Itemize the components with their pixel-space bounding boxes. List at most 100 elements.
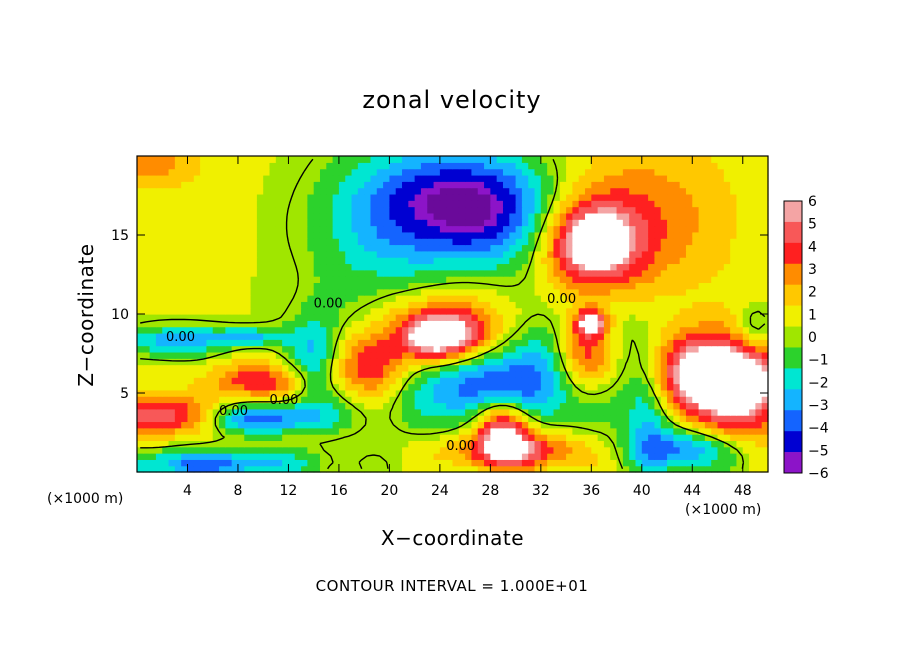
- heat-cell: [667, 339, 674, 347]
- heat-cell: [484, 358, 491, 366]
- heat-cell: [547, 156, 555, 163]
- heat-cell: [307, 320, 315, 328]
- heat-cell: [641, 326, 649, 334]
- heat-cell: [730, 193, 738, 201]
- heat-cell: [685, 187, 693, 195]
- heat-cell: [553, 434, 561, 441]
- heat-cell: [439, 282, 447, 290]
- heat-cell: [502, 453, 510, 460]
- heat-cell: [723, 206, 731, 214]
- heat-cell: [181, 301, 189, 309]
- heat-cell: [193, 415, 201, 423]
- heat-cell: [351, 288, 359, 296]
- heat-cell: [143, 351, 151, 359]
- heat-cell: [193, 269, 201, 277]
- heat-cell: [294, 345, 302, 353]
- heat-cell: [629, 162, 637, 170]
- heat-cell: [237, 219, 245, 227]
- heat-cell: [484, 465, 491, 473]
- heat-cell: [149, 314, 157, 321]
- heat-cell: [547, 370, 555, 378]
- heat-cell: [155, 389, 163, 397]
- heat-cell: [313, 465, 321, 473]
- heat-cell: [484, 434, 491, 441]
- heat-cell: [206, 244, 214, 252]
- heat-cell: [610, 257, 618, 265]
- heat-cell: [679, 408, 687, 416]
- heat-cell: [553, 307, 561, 315]
- heat-cell: [181, 415, 189, 423]
- heat-cell: [212, 377, 220, 385]
- heat-cell: [559, 396, 567, 404]
- heat-cell: [667, 364, 674, 372]
- heat-cell: [648, 402, 656, 410]
- heat-cell: [477, 206, 485, 214]
- heat-cell: [648, 193, 656, 201]
- heat-cell: [484, 408, 491, 416]
- heat-cell: [383, 187, 390, 195]
- heat-cell: [282, 446, 290, 454]
- heat-cell: [635, 295, 643, 302]
- heat-cell: [275, 174, 283, 182]
- heat-cell: [578, 396, 586, 404]
- heat-cell: [408, 320, 416, 328]
- heat-cell: [698, 446, 706, 454]
- heat-cell: [477, 200, 485, 208]
- heat-cell: [585, 332, 592, 340]
- heat-cell: [679, 231, 687, 239]
- heat-cell: [749, 364, 756, 372]
- heat-cell: [200, 351, 208, 359]
- heat-cell: [137, 332, 144, 340]
- heat-cell: [465, 269, 473, 277]
- heat-cell: [572, 465, 580, 473]
- heat-cell: [370, 408, 378, 416]
- heat-cell: [269, 162, 277, 170]
- heat-cell: [635, 364, 643, 372]
- heat-cell: [181, 263, 189, 271]
- heat-cell: [515, 231, 523, 239]
- heat-cell: [301, 250, 308, 258]
- heat-cell: [711, 181, 719, 189]
- heat-cell: [591, 320, 599, 328]
- heat-cell: [566, 307, 573, 315]
- heat-cell: [168, 339, 176, 347]
- heat-cell: [641, 345, 649, 353]
- heat-cell: [736, 314, 744, 321]
- heat-cell: [553, 364, 561, 372]
- heat-cell: [364, 370, 372, 378]
- heat-cell: [648, 326, 656, 334]
- heat-cell: [174, 276, 182, 283]
- heat-cell: [433, 193, 441, 201]
- heat-cell: [572, 295, 580, 302]
- heat-cell: [370, 168, 378, 176]
- heat-cell: [408, 181, 416, 189]
- heat-cell: [244, 225, 252, 233]
- heat-cell: [319, 231, 327, 239]
- heat-cell: [187, 377, 195, 385]
- heat-cell: [143, 314, 151, 321]
- heat-cell: [679, 212, 687, 220]
- heat-cell: [155, 326, 163, 334]
- heat-cell: [332, 250, 340, 258]
- heat-cell: [654, 440, 662, 448]
- heat-cell: [749, 174, 756, 182]
- heat-cell: [698, 364, 706, 372]
- heat-cell: [402, 250, 409, 258]
- heat-cell: [149, 257, 157, 265]
- heat-cell: [250, 358, 258, 366]
- heat-cell: [187, 250, 195, 258]
- heat-cell: [288, 377, 296, 385]
- heat-cell: [237, 231, 245, 239]
- heat-cell: [338, 465, 346, 473]
- heat-cell: [730, 383, 738, 391]
- heat-cell: [338, 364, 346, 372]
- heat-cell: [351, 326, 359, 334]
- heat-cell: [389, 339, 397, 347]
- heat-cell: [319, 465, 327, 473]
- heat-cell: [534, 238, 542, 246]
- heat-cell: [439, 225, 447, 233]
- heat-cell: [307, 257, 315, 265]
- heat-cell: [174, 446, 182, 454]
- heat-cell: [250, 446, 258, 454]
- heat-cell: [181, 434, 189, 441]
